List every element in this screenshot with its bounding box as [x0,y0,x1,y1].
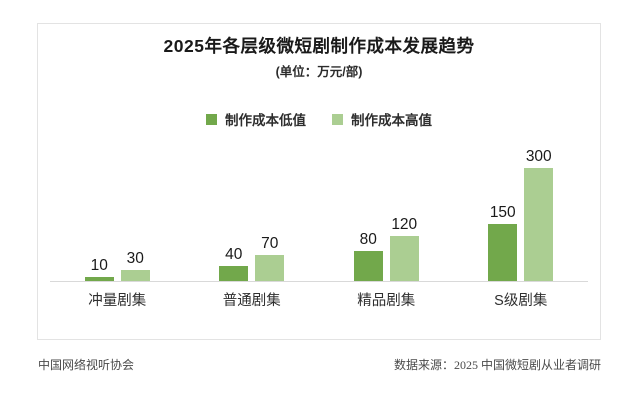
legend-label: 制作成本高值 [351,113,432,128]
bar [524,168,554,281]
bar [255,255,285,281]
legend-item-0: 制作成本低值 [206,109,306,129]
bar-value-label: 40 [225,245,243,263]
footer: 中国网络视听协会 数据来源：2025 中国微短剧从业者调研 [38,356,601,373]
bar [488,224,518,281]
bar [219,266,249,281]
chart-title: 2025年各层级微短剧制作成本发展趋势 [163,36,475,56]
chart-card: 2025年各层级微短剧制作成本发展趋势 (单位：万元/部) 制作成本低值 制作成本… [37,23,601,340]
bar-wrap: 70 [255,234,285,281]
bar-wrap: 10 [84,256,114,281]
bar [84,277,114,281]
bar [353,251,383,281]
bar-value-label: 300 [525,147,552,165]
legend: 制作成本低值 制作成本高值 [38,109,600,129]
bar-wrap: 80 [353,230,383,281]
bar-wrap: 300 [524,147,554,281]
bar-value-label: 150 [489,203,516,221]
bar-wrap: 30 [120,249,150,281]
legend-label: 制作成本低值 [225,113,306,128]
category-label: 普通剧集 [222,293,281,309]
bar-chart: 10 30 40 70 80 120 150 300 冲量剧集 普通剧集 精品剧集 S级剧集 [50,147,588,310]
bar [120,270,150,281]
category-axis: 冲量剧集 普通剧集 精品剧集 S级剧集 [50,289,588,310]
bar-group: 10 30 [84,249,150,281]
chart-unit-subtitle: (单位：万元/部) [275,65,363,79]
footer-data-source: 数据来源：2025 中国微短剧从业者调研 [393,358,601,372]
bar-group: 150 300 [488,147,554,281]
bar-value-label: 10 [90,256,108,274]
category-label: 精品剧集 [357,293,416,309]
legend-swatch-icon [332,113,343,125]
plot-area: 10 30 40 70 80 120 150 300 [50,147,588,282]
footer-publisher: 中国网络视听协会 [38,358,135,372]
bar-value-label: 30 [126,249,144,267]
bar-group: 40 70 [219,234,285,281]
bar [389,236,419,281]
bar-value-label: 80 [359,230,377,248]
bar-value-label: 120 [391,215,418,233]
bar-wrap: 120 [389,215,419,281]
legend-item-1: 制作成本高值 [332,109,432,129]
category-label: 冲量剧集 [88,293,147,309]
category-label: S级剧集 [494,293,548,309]
bar-wrap: 150 [488,203,518,281]
bar-value-label: 70 [261,234,279,252]
bar-wrap: 40 [219,245,249,281]
legend-swatch-icon [206,113,217,125]
bar-group: 80 120 [353,215,419,281]
